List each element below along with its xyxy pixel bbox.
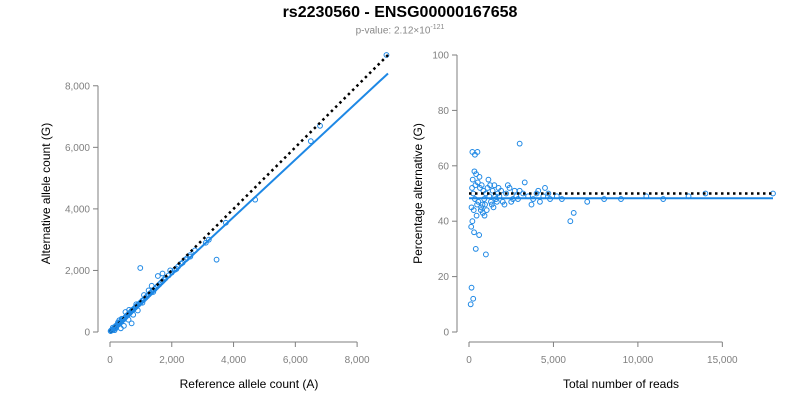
- x-tick-label: 0: [107, 355, 113, 366]
- data-point: [469, 218, 476, 225]
- y-tick-label: 20: [438, 272, 450, 283]
- data-point: [474, 149, 481, 155]
- data-point: [469, 176, 476, 183]
- data-point: [570, 209, 577, 216]
- p-value-exponent: -121: [430, 24, 445, 31]
- data-point: [584, 198, 591, 205]
- x-tick-label: 5,000: [541, 355, 566, 366]
- data-point: [493, 198, 500, 205]
- x-tick-label: 8,000: [345, 355, 370, 366]
- data-point: [202, 239, 209, 246]
- data-point: [483, 207, 490, 214]
- x-tick-label: 0: [466, 355, 472, 366]
- data-point: [537, 198, 543, 205]
- data-point: [545, 190, 552, 197]
- data-point: [478, 182, 485, 189]
- x-tick-label: 15,000: [707, 355, 738, 366]
- data-point: [474, 201, 481, 208]
- data-point: [468, 223, 475, 230]
- data-point: [383, 52, 390, 58]
- data-point: [504, 182, 511, 189]
- data-point: [470, 295, 477, 302]
- y-axis-title: Percentage alternative (G): [411, 123, 425, 264]
- data-point: [489, 187, 496, 194]
- data-point: [508, 198, 515, 205]
- x-axis-title: Reference allele count (A): [180, 377, 319, 391]
- data-point: [473, 212, 480, 219]
- data-point: [472, 246, 479, 252]
- data-point: [467, 301, 474, 308]
- y-tick-label: 100: [432, 51, 449, 62]
- data-point: [470, 190, 477, 197]
- data-point: [472, 182, 479, 189]
- y-tick-label: 0: [84, 328, 90, 339]
- data-point: [487, 182, 494, 189]
- data-point: [490, 204, 497, 211]
- data-point: [511, 187, 518, 194]
- data-point: [137, 265, 144, 271]
- scatter-plot-allele-counts: 0 2,000 4,000 6,000 8,000 0 2,000 4,000 6,000 8,0…: [39, 52, 390, 391]
- data-point: [503, 190, 510, 197]
- data-point: [187, 253, 194, 260]
- y-tick-label: 4,000: [65, 204, 90, 215]
- data-point: [475, 198, 482, 205]
- data-point: [148, 282, 155, 289]
- data-point: [528, 201, 535, 208]
- data-point: [468, 284, 475, 291]
- reference-line: [109, 54, 389, 333]
- y-tick-label: 80: [438, 106, 450, 117]
- data-point: [521, 179, 528, 186]
- data-point: [469, 185, 475, 191]
- data-point: [476, 173, 483, 180]
- y-tick-label: 8,000: [65, 81, 90, 92]
- data-point: [470, 207, 477, 214]
- data-point: [154, 273, 161, 279]
- data-point: [125, 316, 132, 323]
- data-point: [213, 256, 220, 263]
- data-point: [479, 201, 486, 208]
- data-point: [516, 140, 523, 147]
- x-tick-label: 10,000: [623, 355, 654, 366]
- y-tick-label: 0: [443, 328, 449, 339]
- data-point: [542, 185, 548, 191]
- y-tick-label: 40: [438, 217, 450, 228]
- p-value-text: p-value: 2.12×10: [355, 25, 431, 37]
- data-point: [491, 182, 498, 189]
- data-point: [128, 320, 135, 327]
- y-tick-label: 2,000: [65, 266, 90, 277]
- y-tick-label: 6,000: [65, 143, 90, 154]
- data-point: [482, 251, 489, 258]
- y-axis-title: Alternative allele count (G): [39, 123, 53, 264]
- data-point: [134, 307, 141, 314]
- data-point: [488, 198, 494, 205]
- chart-title: rs2230560 - ENSG00000167658: [282, 4, 518, 21]
- data-point: [473, 171, 479, 178]
- fit-line: [109, 72, 389, 333]
- x-axis-title: Total number of reads: [563, 377, 679, 391]
- data-point: [130, 311, 137, 318]
- y-tick-label: 60: [438, 161, 450, 172]
- x-tick-label: 2,000: [159, 355, 184, 366]
- data-point: [495, 185, 502, 191]
- data-point: [478, 204, 485, 211]
- data-point: [567, 218, 574, 225]
- data-point: [485, 176, 492, 183]
- scatter-plot-percentage: 0 20 40 60 80 100 0 5,000 10,000 15,000 Total numb…: [411, 51, 776, 391]
- chart-subtitle: p-value: 2.12×10-121: [0, 24, 800, 36]
- x-tick-label: 4,000: [221, 355, 246, 366]
- data-point: [307, 138, 314, 145]
- data-point: [482, 201, 488, 208]
- data-point: [481, 212, 488, 219]
- x-tick-label: 6,000: [283, 355, 308, 366]
- data-point: [501, 201, 508, 208]
- data-point: [471, 229, 477, 236]
- data-point: [159, 270, 166, 277]
- data-point: [205, 236, 212, 243]
- data-point: [476, 232, 483, 238]
- data-point: [535, 187, 542, 194]
